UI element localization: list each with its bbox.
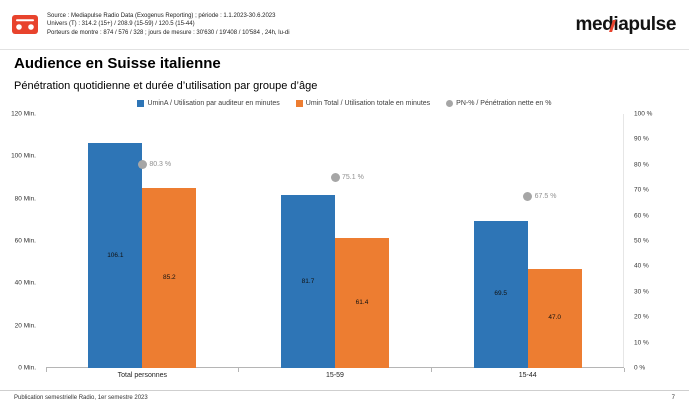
legend-label-pn: PN-% / Pénétration nette en % [456, 100, 552, 107]
y-axis-right-tick: 60 % [634, 212, 649, 220]
bar [142, 187, 197, 368]
page-title: Audience en Suisse italienne [14, 55, 221, 72]
mediapulse-logo: mediapulse [575, 14, 676, 36]
bar [527, 268, 582, 368]
x-axis-category-label: 15-59 [326, 372, 344, 379]
legend-item-umina: UminA / Utilisation par auditeur en minu… [137, 100, 280, 107]
source-line-2: Univers (T) : 314.2 (15+) / 208.9 (15-59… [47, 21, 195, 28]
source-line-1: Source : Mediapulse Radio Data (Exogenus… [47, 13, 276, 19]
y-axis-left-tick: 60 Min. [14, 237, 36, 245]
y-axis-right-tick: 70 % [634, 186, 649, 194]
penetration-dot [137, 159, 147, 169]
legend-swatch-umina [137, 100, 145, 107]
source-line-3: Porteurs de montre : 874 / 576 / 328 ; j… [47, 29, 290, 36]
y-axis-left-tick: 80 Min. [14, 195, 36, 203]
y-axis-right-tick: 50 % [634, 237, 649, 245]
footer-page-number: 7 [671, 395, 675, 401]
legend-label-umin-total: Umin Total / Utilisation totale en minut… [305, 100, 431, 107]
x-axis-tick [623, 368, 625, 372]
bar [281, 195, 335, 368]
x-axis-category-label: Total personnes [117, 372, 168, 379]
bar-value-label: 106.1 [107, 251, 124, 259]
x-axis-category-label: 15-44 [518, 372, 537, 379]
y-axis-left-tick: 40 Min. [14, 279, 36, 287]
penetration-label: 80.3 % [149, 160, 172, 168]
y-axis-right-tick: 100 % [634, 110, 653, 118]
radio-app-icon [12, 15, 38, 34]
y-axis-left-tick: 0 Min. [18, 364, 36, 372]
y-axis-left: 120 Min. 100 Min. 80 Min. 60 Min. 40 Min. 20 … [0, 110, 40, 372]
source-info: Source : Mediapulse Radio Data (Exogenus… [47, 12, 290, 37]
bar [88, 143, 143, 368]
x-axis-tick [238, 368, 240, 372]
footer-publication: Publication semestrielle Radio, 1er seme… [14, 395, 148, 401]
penetration-dot [330, 172, 340, 182]
y-axis-right-tick: 90 % [634, 135, 649, 143]
legend-swatch-umin-total [295, 100, 303, 107]
report-header: Source : Mediapulse Radio Data (Exogenus… [0, 0, 689, 50]
plot-area: 106.1 81.7 69.5 85.2 61.4 47.0 80.3 % 75.1 % 67.… [45, 114, 625, 372]
bar-value-label: 69.5 [494, 290, 507, 298]
logo-text: mediapulse [575, 14, 676, 35]
chart-legend: UminA / Utilisation par auditeur en minu… [0, 100, 689, 107]
y-axis-right-tick: 80 % [634, 161, 649, 169]
y-axis-left-tick: 20 Min. [14, 322, 36, 330]
y-axis-left-tick: 100 Min. [11, 152, 36, 160]
y-axis-left-tick: 120 Min. [11, 110, 36, 118]
x-axis: Total personnes 15-59 15-44 [46, 372, 624, 384]
y-axis-right: 100 % 90 % 80 % 70 % 60 % 50 % 40 % 30 % 20 % 10 … [630, 110, 685, 372]
bar-value-label: 47.0 [548, 314, 561, 322]
y-axis-right-tick: 10 % [634, 339, 649, 347]
penetration-dot [523, 192, 533, 202]
y-axis-right-tick: 40 % [634, 262, 649, 270]
penetration-label: 75.1 % [342, 173, 364, 181]
right-axis-line [623, 114, 624, 367]
legend-item-umin-total: Umin Total / Utilisation totale en minut… [295, 100, 431, 107]
page-subtitle: Pénétration quotidienne et durée d’utili… [14, 80, 318, 92]
x-axis-tick [45, 368, 47, 372]
bar-value-label: 61.4 [355, 299, 369, 307]
bar-value-label: 85.2 [163, 273, 176, 281]
x-axis-tick [430, 368, 432, 372]
penetration-label: 67.5 % [534, 193, 557, 201]
y-axis-right-tick: 0 % [634, 364, 646, 372]
footer-divider [0, 390, 689, 391]
y-axis-right-tick: 30 % [634, 288, 649, 296]
bar [473, 220, 528, 368]
bar-value-label: 81.7 [301, 277, 315, 285]
bar [335, 238, 389, 368]
y-axis-right-tick: 20 % [634, 313, 649, 321]
legend-swatch-pn [446, 100, 454, 107]
legend-label-umina: UminA / Utilisation par auditeur en minu… [147, 100, 280, 107]
legend-item-pn: PN-% / Pénétration nette en % [446, 100, 552, 107]
